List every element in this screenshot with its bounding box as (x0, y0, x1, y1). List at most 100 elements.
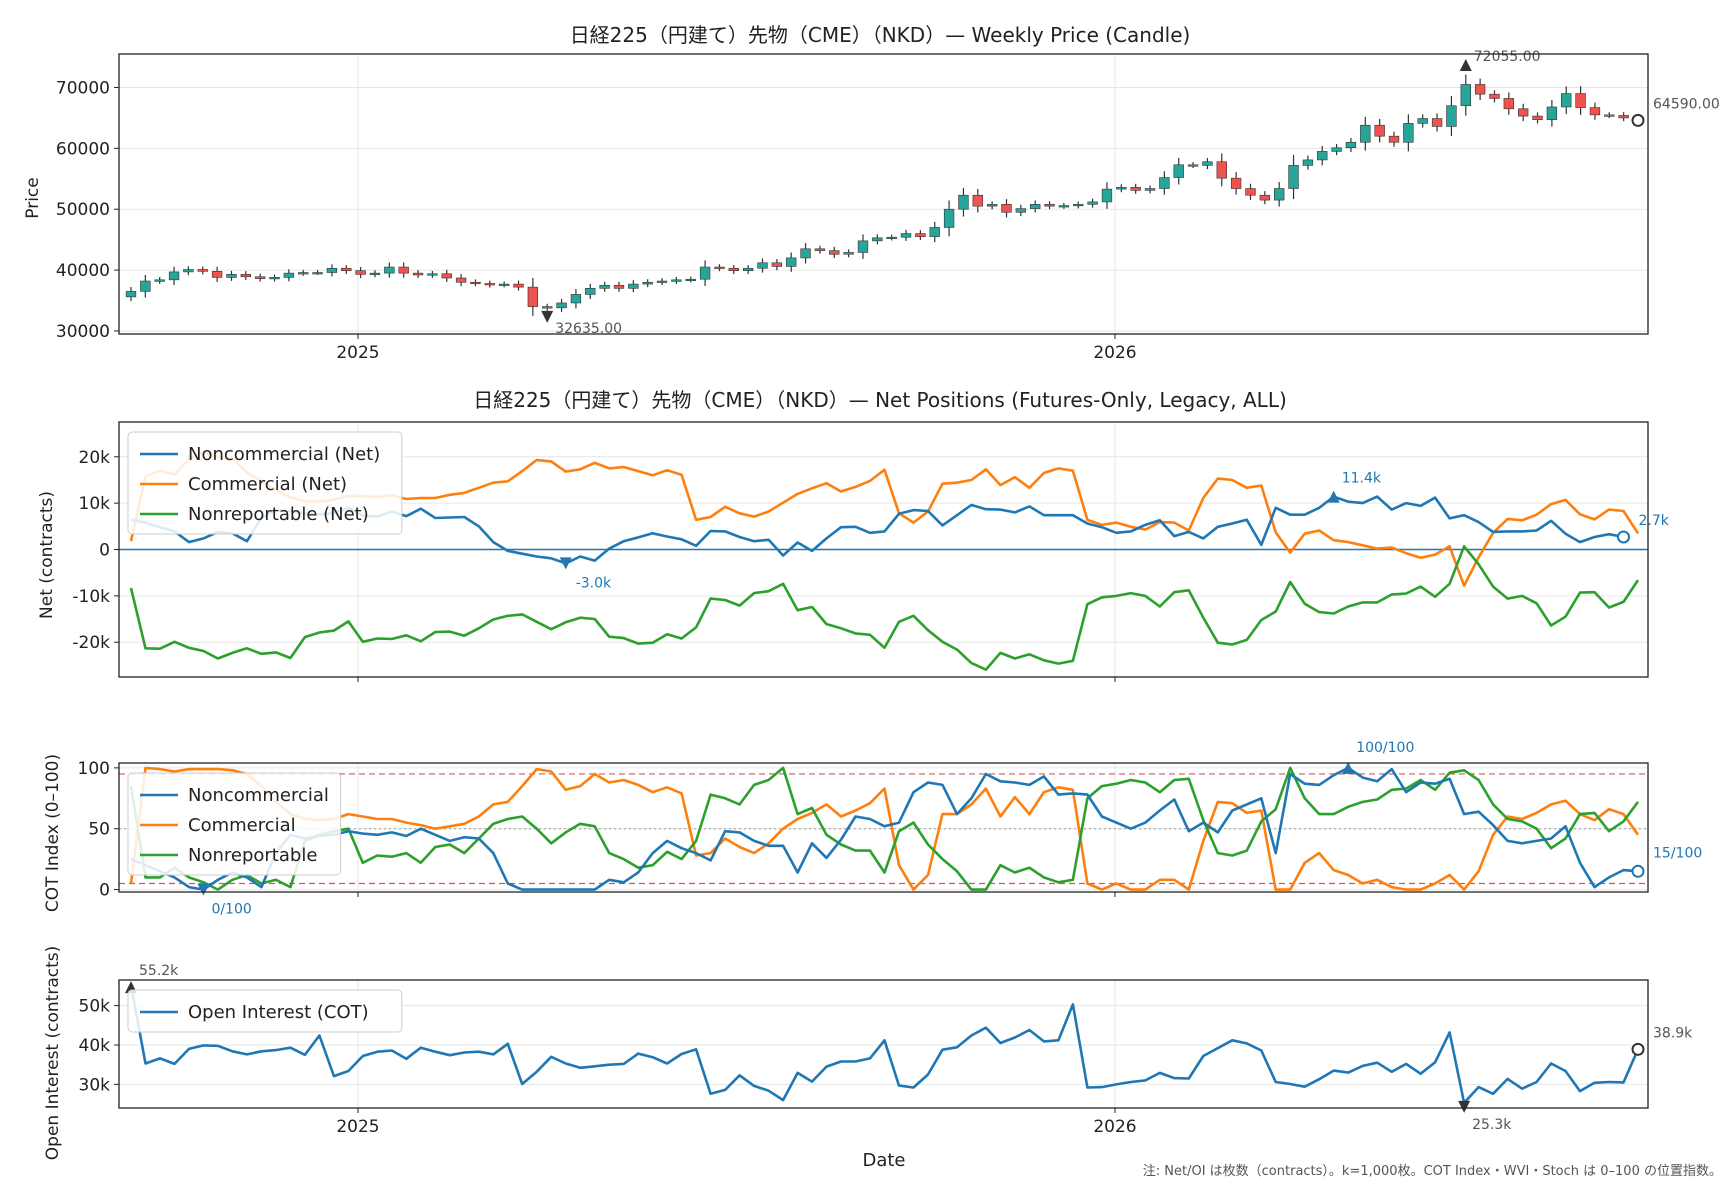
noncommercial-cot-line (130, 766, 1639, 891)
oi-last-label: 38.9k (1653, 1025, 1693, 1041)
candle-body (872, 237, 883, 242)
candle-body (1417, 118, 1428, 124)
candle-body (1503, 98, 1515, 110)
oi-last-marker (1631, 1042, 1645, 1056)
candle-body (570, 294, 582, 304)
cot-legend-label: Commercial (188, 815, 296, 836)
net-min-marker (559, 557, 572, 570)
candle-body (1044, 204, 1055, 207)
candle-body (1345, 141, 1357, 149)
candle-body (1130, 187, 1141, 191)
candle-body (498, 283, 510, 286)
candle-body (254, 276, 266, 279)
candle-body (900, 233, 912, 238)
cot-y-tick-label: 0 (99, 881, 110, 901)
candle-body (1431, 118, 1443, 127)
candle-body (1317, 151, 1328, 161)
oi-legend-label: Open Interest (COT) (188, 1002, 369, 1023)
net-last-label: 2.7k (1639, 513, 1670, 529)
candle-body (283, 272, 295, 278)
candle-body (699, 266, 711, 280)
candle-body (599, 285, 610, 289)
price-min-label: 32635.00 (555, 321, 622, 337)
oi-legend-box (127, 989, 403, 1033)
nonreportable-net-line (129, 545, 1640, 671)
net-max-marker (1327, 490, 1340, 503)
candle-body (355, 270, 366, 275)
net-y-tick-label: 0 (99, 541, 110, 561)
cot-legend-label: Noncommercial (188, 785, 329, 806)
net-y-tick-label: 10k (79, 494, 111, 514)
net-last-marker (1617, 530, 1631, 544)
candle-body (585, 288, 596, 295)
oi-frame (118, 979, 1649, 1109)
candle-body (226, 274, 237, 278)
candle-body (326, 267, 338, 273)
net-y-tick-label: 20k (79, 448, 111, 468)
candle-body (341, 267, 352, 271)
oi-y-tick-label: 30k (79, 1075, 111, 1095)
candle-body (1144, 188, 1156, 191)
price-y-tick-label: 70000 (56, 78, 110, 98)
oi-x-tick-label: 2026 (1093, 1117, 1136, 1137)
candle-body (1087, 201, 1098, 205)
candle-body (1403, 123, 1414, 143)
candle-body (1546, 106, 1558, 121)
price-y-tick-label: 30000 (56, 322, 110, 342)
price-min-marker (541, 310, 554, 323)
net-max-label: 11.4k (1342, 471, 1382, 487)
oi-max-label: 55.2k (139, 963, 179, 979)
candle-body (527, 286, 539, 307)
net-frame (118, 421, 1649, 678)
candle-body (1159, 177, 1170, 189)
oi-min-marker (1458, 1100, 1471, 1113)
candle-body (1331, 147, 1342, 152)
candle-body (1173, 164, 1184, 178)
net-min-label: -3.0k (576, 575, 612, 591)
candle-body (183, 269, 194, 273)
candle-body (656, 280, 668, 283)
candle-body (685, 278, 696, 282)
cot-max-label: 100/100 (1356, 740, 1414, 756)
net-legend-box (127, 431, 403, 535)
candle-body (441, 273, 452, 279)
candle-body (728, 267, 739, 271)
candle-body (843, 252, 854, 255)
price-panel-title: 日経225（円建て）先物（CME）（NKD）— Weekly Price (Ca… (570, 23, 1191, 47)
candle-body (240, 274, 251, 278)
oi-y-tick-label: 40k (79, 1036, 111, 1056)
candle-body (1618, 115, 1629, 119)
candle-body (1245, 188, 1256, 196)
net-y-tick-label: -20k (72, 633, 110, 653)
candle-body (1015, 208, 1027, 213)
cot-last-marker (1631, 864, 1645, 878)
candle-body (1374, 124, 1385, 137)
candle-body (986, 204, 998, 207)
candle-body (398, 266, 409, 274)
candle-body (915, 233, 926, 237)
cot-legend-label: Nonreportable (188, 845, 317, 866)
net-legend-label: Commercial (Net) (188, 474, 347, 495)
oi-x-tick-label: 2025 (336, 1117, 379, 1137)
candle-body (642, 281, 653, 285)
candle-body (455, 277, 467, 283)
cot-index-panel: COT Index (0–100) 0 50 100 100/100 0/100 15/1… (43, 740, 1702, 918)
candle-body (771, 262, 783, 267)
price-frame (118, 53, 1649, 335)
oi-y-tick-label: 50k (79, 997, 111, 1017)
cot-last-label: 15/100 (1653, 845, 1702, 861)
cot-min-marker (197, 883, 210, 896)
candle-body (1388, 135, 1400, 143)
candle-body (1001, 204, 1012, 213)
candle-body (1460, 84, 1471, 107)
cot-min-label: 0/100 (211, 902, 251, 918)
candle-body (1302, 159, 1314, 166)
price-y-tick-label: 50000 (56, 200, 110, 220)
candle-body (470, 281, 481, 285)
cot-y-tick-label: 50 (88, 820, 110, 840)
price-y-axis-label: Price (23, 177, 43, 218)
candle-body (1575, 93, 1586, 108)
net-legend-label: Noncommercial (Net) (188, 444, 380, 465)
candle-body (613, 285, 625, 289)
